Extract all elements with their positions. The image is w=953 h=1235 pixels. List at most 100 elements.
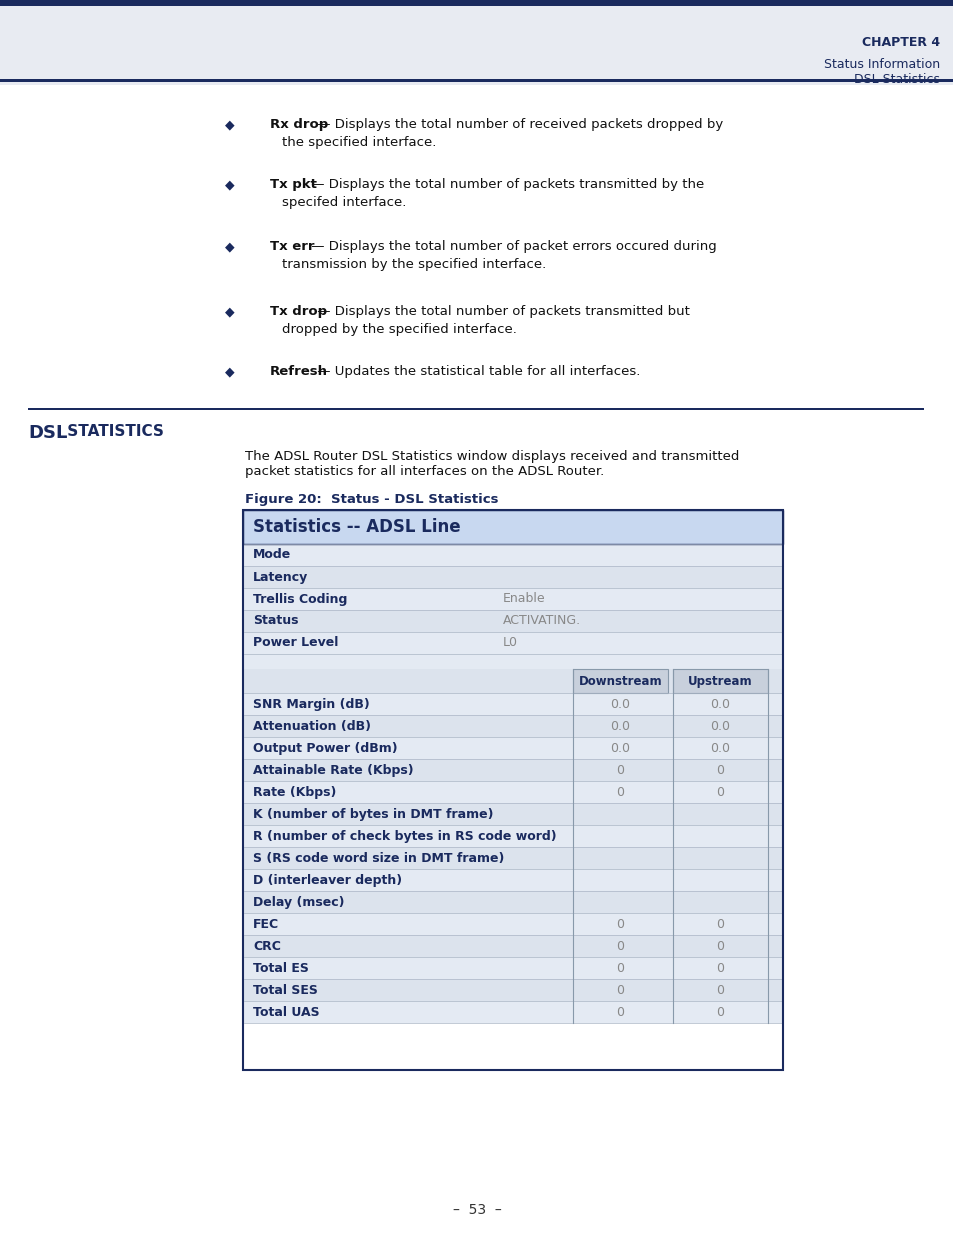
Bar — [244, 1002, 781, 1024]
Text: Total SES: Total SES — [253, 984, 317, 997]
Text: Power Level: Power Level — [253, 636, 338, 650]
Bar — [244, 914, 781, 935]
Text: ◆: ◆ — [225, 305, 234, 317]
Bar — [244, 566, 781, 588]
Bar — [244, 782, 781, 804]
Text: Total ES: Total ES — [253, 962, 309, 974]
Bar — [244, 610, 781, 632]
Text: 0.0: 0.0 — [610, 698, 630, 711]
Text: Tx err: Tx err — [270, 240, 314, 253]
Text: Mode: Mode — [253, 548, 291, 562]
Text: ◆: ◆ — [225, 178, 234, 191]
Text: Statistics -- ADSL Line: Statistics -- ADSL Line — [253, 517, 460, 536]
Text: Refresh: Refresh — [270, 366, 328, 378]
Text: 0: 0 — [716, 764, 723, 777]
Bar — [244, 737, 781, 760]
Text: Status Information
DSL Statistics: Status Information DSL Statistics — [823, 58, 939, 86]
Bar — [244, 655, 781, 669]
Text: Attainable Rate (Kbps): Attainable Rate (Kbps) — [253, 764, 414, 777]
Text: 0: 0 — [716, 918, 723, 931]
Bar — [573, 669, 667, 693]
Text: ◆: ◆ — [225, 366, 234, 378]
Text: 0: 0 — [616, 984, 624, 997]
Text: 0.0: 0.0 — [610, 742, 630, 755]
Text: K (number of bytes in DMT frame): K (number of bytes in DMT frame) — [253, 808, 493, 821]
Text: 0: 0 — [616, 918, 624, 931]
Bar — [0, 0, 953, 6]
Text: 0: 0 — [616, 962, 624, 974]
Bar — [244, 847, 781, 869]
Bar — [244, 869, 781, 892]
Text: Attenuation (dB): Attenuation (dB) — [253, 720, 371, 732]
Text: ◆: ◆ — [225, 240, 234, 253]
Bar — [243, 510, 782, 1070]
Bar — [244, 979, 781, 1002]
Text: 0: 0 — [716, 962, 723, 974]
Bar — [244, 957, 781, 979]
Text: 0: 0 — [716, 1005, 723, 1019]
Text: Rx drop: Rx drop — [270, 119, 328, 131]
Bar — [244, 804, 781, 825]
Bar — [243, 510, 782, 543]
Text: — Updates the statistical table for all interfaces.: — Updates the statistical table for all … — [314, 366, 640, 378]
Bar — [244, 632, 781, 655]
Text: — Displays the total number of packet errors occured during: — Displays the total number of packet er… — [307, 240, 717, 253]
Text: 0: 0 — [616, 1005, 624, 1019]
Text: Trellis Coding: Trellis Coding — [253, 593, 347, 605]
Bar — [28, 408, 923, 410]
Text: — Displays the total number of packets transmitted by the: — Displays the total number of packets t… — [307, 178, 703, 191]
Text: –  53  –: – 53 – — [452, 1203, 501, 1216]
Text: — Displays the total number of packets transmitted but: — Displays the total number of packets t… — [314, 305, 690, 317]
Bar — [244, 543, 781, 566]
Text: The ADSL Router DSL Statistics window displays received and transmitted
packet s: The ADSL Router DSL Statistics window di… — [245, 450, 739, 478]
Text: CHAPTER 4: CHAPTER 4 — [861, 36, 939, 48]
Text: DSL: DSL — [28, 424, 68, 442]
Bar — [244, 760, 781, 782]
Bar — [244, 935, 781, 957]
Bar — [244, 669, 781, 693]
Text: dropped by the specified interface.: dropped by the specified interface. — [282, 324, 517, 336]
Text: specifed interface.: specifed interface. — [282, 196, 406, 209]
Text: 0: 0 — [716, 940, 723, 953]
Text: Rate (Kbps): Rate (Kbps) — [253, 785, 336, 799]
Text: STATISTICS: STATISTICS — [62, 424, 164, 438]
Text: the specified interface.: the specified interface. — [282, 136, 436, 149]
Text: ◆: ◆ — [225, 119, 234, 131]
Text: 0: 0 — [716, 785, 723, 799]
Text: 0: 0 — [616, 785, 624, 799]
Text: transmission by the specified interface.: transmission by the specified interface. — [282, 258, 546, 270]
Text: Latency: Latency — [253, 571, 308, 583]
Text: Tx pkt: Tx pkt — [270, 178, 316, 191]
Text: R (number of check bytes in RS code word): R (number of check bytes in RS code word… — [253, 830, 556, 844]
Bar — [244, 715, 781, 737]
Text: CRC: CRC — [253, 940, 280, 953]
Text: L0: L0 — [502, 636, 517, 650]
Text: Delay (msec): Delay (msec) — [253, 895, 344, 909]
Text: Figure 20:  Status - DSL Statistics: Figure 20: Status - DSL Statistics — [245, 493, 498, 506]
Bar — [0, 0, 953, 85]
Text: Tx drop: Tx drop — [270, 305, 327, 317]
Text: Total UAS: Total UAS — [253, 1005, 319, 1019]
Text: Output Power (dBm): Output Power (dBm) — [253, 742, 397, 755]
Text: D (interleaver depth): D (interleaver depth) — [253, 874, 402, 887]
Text: 0: 0 — [616, 764, 624, 777]
Text: ACTIVATING.: ACTIVATING. — [502, 615, 580, 627]
Text: 0.0: 0.0 — [610, 720, 630, 732]
Text: 0: 0 — [716, 984, 723, 997]
Text: Status: Status — [253, 615, 298, 627]
Text: 0.0: 0.0 — [710, 698, 730, 711]
Text: Enable: Enable — [502, 593, 545, 605]
Text: 0: 0 — [616, 940, 624, 953]
Text: 0.0: 0.0 — [710, 742, 730, 755]
Text: Downstream: Downstream — [578, 674, 661, 688]
Text: FEC: FEC — [253, 918, 279, 931]
Text: S (RS code word size in DMT frame): S (RS code word size in DMT frame) — [253, 852, 504, 864]
Bar — [244, 693, 781, 715]
Bar — [0, 79, 953, 82]
Bar — [244, 825, 781, 847]
Text: 0.0: 0.0 — [710, 720, 730, 732]
Bar — [244, 892, 781, 914]
Text: — Displays the total number of received packets dropped by: — Displays the total number of received … — [314, 119, 723, 131]
Text: SNR Margin (dB): SNR Margin (dB) — [253, 698, 370, 711]
Text: Upstream: Upstream — [687, 674, 752, 688]
